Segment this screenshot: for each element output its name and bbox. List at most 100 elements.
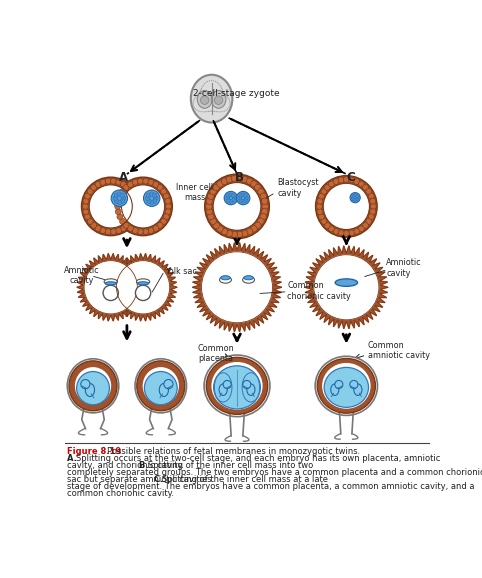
Circle shape [87, 188, 93, 194]
Circle shape [333, 228, 339, 234]
Circle shape [260, 193, 267, 199]
Circle shape [217, 82, 218, 83]
Ellipse shape [244, 276, 254, 280]
Circle shape [125, 223, 131, 228]
Circle shape [148, 228, 154, 234]
Circle shape [366, 188, 372, 194]
Circle shape [229, 99, 230, 101]
Circle shape [344, 231, 349, 236]
Circle shape [120, 193, 124, 198]
Circle shape [133, 209, 138, 214]
Circle shape [254, 222, 261, 228]
Ellipse shape [322, 363, 371, 409]
Circle shape [214, 111, 215, 112]
Circle shape [82, 203, 88, 209]
Text: C: C [347, 171, 355, 184]
Circle shape [89, 185, 132, 228]
Ellipse shape [104, 279, 117, 284]
Circle shape [128, 218, 134, 224]
Circle shape [194, 107, 195, 108]
Circle shape [204, 83, 205, 84]
Circle shape [366, 218, 372, 224]
Ellipse shape [137, 282, 149, 285]
Circle shape [351, 196, 354, 199]
Circle shape [145, 196, 150, 201]
Circle shape [201, 88, 202, 89]
Circle shape [123, 223, 129, 228]
Text: sac but separate amniotic cavities.: sac but separate amniotic cavities. [67, 475, 214, 484]
Ellipse shape [212, 362, 263, 410]
Circle shape [161, 218, 167, 224]
Circle shape [348, 177, 355, 183]
Circle shape [317, 209, 323, 214]
Text: Amniotic
cavity: Amniotic cavity [387, 258, 422, 277]
Circle shape [116, 260, 170, 314]
Text: Common
placenta: Common placenta [197, 344, 234, 363]
Circle shape [229, 193, 233, 197]
Circle shape [137, 229, 143, 235]
Ellipse shape [191, 75, 232, 123]
Circle shape [328, 226, 335, 232]
Circle shape [135, 285, 151, 301]
Circle shape [213, 110, 214, 112]
Ellipse shape [197, 91, 212, 108]
Circle shape [213, 184, 219, 191]
Circle shape [210, 110, 211, 112]
Circle shape [208, 213, 214, 220]
Circle shape [120, 188, 125, 194]
Circle shape [161, 188, 167, 194]
Circle shape [217, 111, 219, 112]
Circle shape [231, 194, 235, 198]
Circle shape [133, 198, 138, 204]
Circle shape [213, 222, 219, 228]
Circle shape [153, 181, 159, 187]
Circle shape [368, 214, 374, 220]
Circle shape [261, 208, 268, 215]
Ellipse shape [137, 361, 185, 411]
Circle shape [224, 110, 225, 112]
Circle shape [157, 184, 163, 191]
Ellipse shape [242, 276, 254, 283]
Circle shape [211, 110, 212, 112]
Circle shape [258, 218, 264, 224]
Circle shape [215, 81, 216, 82]
Text: Splitting occurs at the two-cell stage, and each embryo has its own placenta, am: Splitting occurs at the two-cell stage, … [76, 454, 441, 464]
Circle shape [370, 198, 375, 204]
Circle shape [132, 179, 138, 185]
Circle shape [147, 193, 151, 198]
Circle shape [231, 175, 238, 181]
Circle shape [120, 225, 126, 231]
Circle shape [100, 228, 106, 234]
Circle shape [114, 199, 119, 203]
Circle shape [220, 86, 222, 88]
Circle shape [352, 194, 355, 197]
Circle shape [205, 82, 206, 83]
Circle shape [262, 203, 268, 210]
Circle shape [114, 177, 173, 236]
Circle shape [227, 199, 230, 202]
Circle shape [201, 86, 203, 88]
Circle shape [333, 179, 339, 184]
Circle shape [225, 94, 226, 95]
Circle shape [350, 192, 360, 203]
Circle shape [229, 102, 230, 103]
Circle shape [317, 198, 323, 204]
Circle shape [231, 231, 238, 238]
Circle shape [344, 176, 349, 183]
Circle shape [111, 190, 128, 206]
Circle shape [227, 194, 230, 198]
Circle shape [194, 98, 195, 99]
Ellipse shape [145, 372, 177, 405]
Ellipse shape [136, 279, 150, 284]
Circle shape [83, 198, 89, 204]
Circle shape [206, 198, 213, 205]
Circle shape [354, 199, 357, 202]
Circle shape [362, 223, 368, 228]
Text: Yolk sac: Yolk sac [165, 268, 197, 276]
Circle shape [81, 177, 140, 236]
Circle shape [221, 88, 222, 89]
Circle shape [128, 188, 134, 194]
Circle shape [241, 199, 245, 203]
Ellipse shape [317, 358, 375, 413]
Circle shape [116, 179, 121, 185]
